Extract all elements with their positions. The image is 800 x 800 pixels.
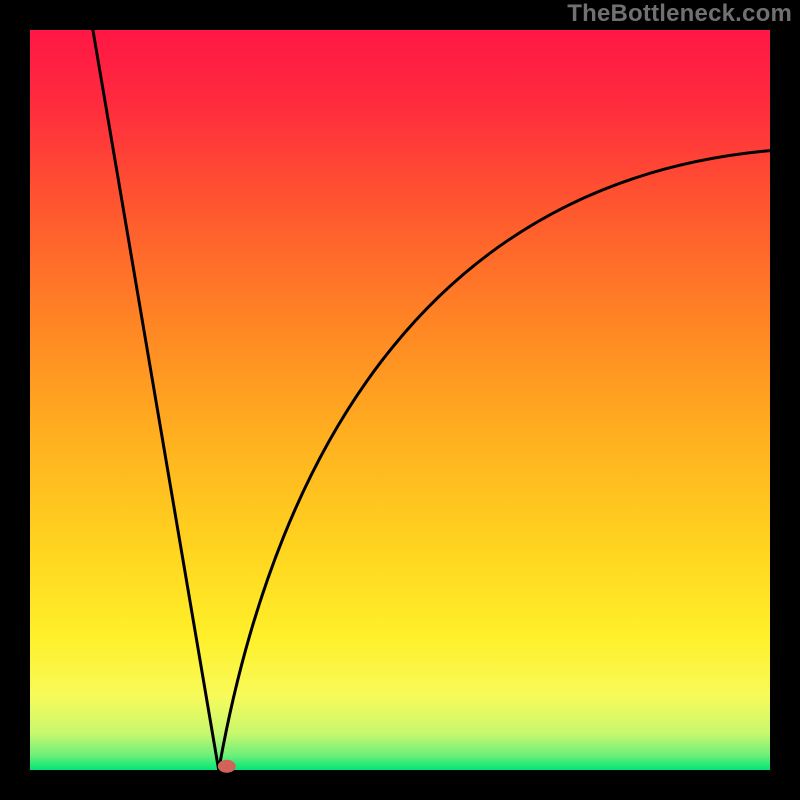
plot-gradient-background — [30, 30, 770, 770]
bottleneck-chart — [0, 0, 800, 800]
chart-root: { "watermark": "TheBottleneck.com", "can… — [0, 0, 800, 800]
optimum-marker — [218, 760, 236, 773]
watermark-text: TheBottleneck.com — [567, 0, 792, 28]
